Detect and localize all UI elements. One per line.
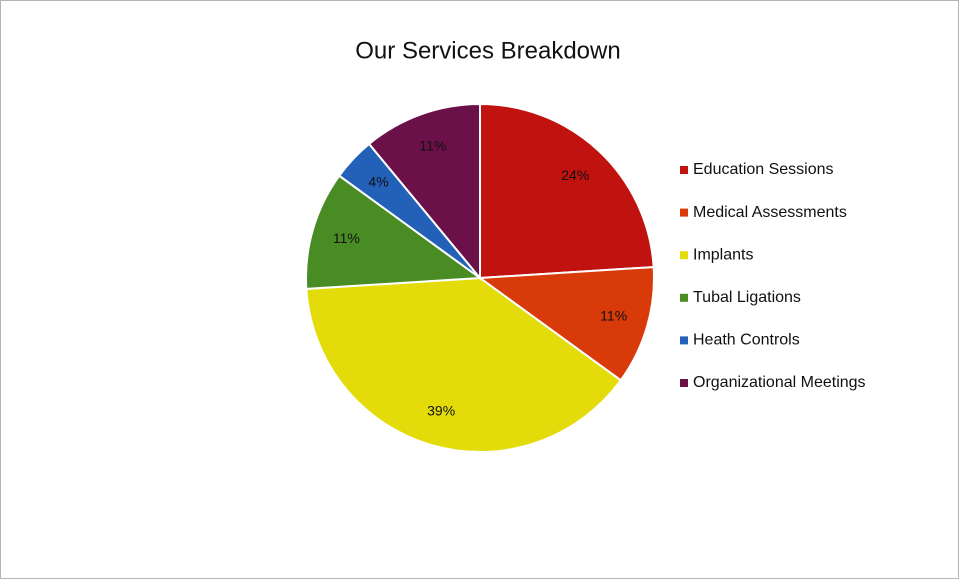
pie-slice: [477, 266, 655, 382]
data-label: 39%: [427, 402, 455, 418]
legend-label: Heath Controls: [693, 332, 800, 349]
data-label: 24%: [561, 167, 589, 183]
legend-swatch: [680, 293, 688, 302]
pie-slice: [367, 102, 481, 281]
legend-label: Implants: [693, 246, 753, 263]
data-label: 11%: [419, 138, 446, 154]
data-label: 11%: [333, 230, 360, 246]
data-label: 11%: [600, 308, 627, 324]
legend-swatch: [680, 379, 688, 387]
data-label: 4%: [368, 173, 388, 189]
legend-swatch: [680, 166, 688, 174]
chart-title: Our Services Breakdown: [355, 37, 620, 64]
legend-label: Education Sessions: [693, 161, 834, 178]
legend-swatch: [680, 208, 688, 217]
legend-label: Medical Assessments: [693, 204, 847, 221]
legend-swatch: [680, 251, 688, 260]
pie-slice: [305, 276, 623, 454]
pie-slice: [479, 102, 655, 280]
legend-label: Tubal Ligations: [693, 289, 801, 306]
pie-slice: [305, 174, 483, 290]
legend-label: Organizational Meetings: [693, 374, 866, 391]
legend-swatch: [680, 336, 688, 345]
